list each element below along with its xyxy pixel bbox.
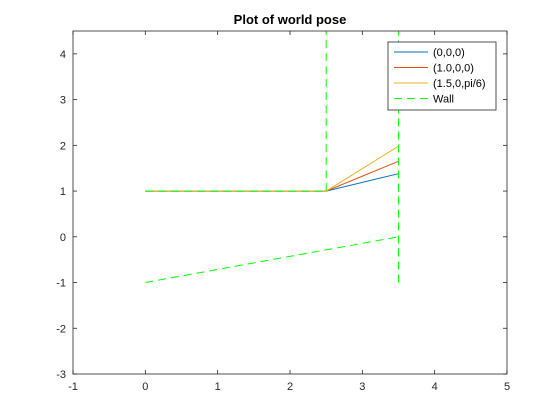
y-tick-label: 2 — [60, 140, 66, 152]
legend-label-3: Wall — [433, 94, 454, 106]
y-tick-label: 0 — [60, 232, 66, 244]
y-tick-label: 1 — [60, 186, 66, 198]
series-line-2 — [145, 145, 399, 192]
x-tick-label: 5 — [504, 381, 510, 393]
y-tick-label: 3 — [60, 95, 66, 107]
x-tick-label: 4 — [432, 381, 438, 393]
y-tick-label: -2 — [56, 323, 66, 335]
x-tick-label: 3 — [359, 381, 365, 393]
x-tick-label: -1 — [68, 381, 78, 393]
legend-box — [387, 41, 497, 111]
y-tick-label: 4 — [60, 49, 66, 61]
legend: (0,0,0) (1.0,0,0) (1.5,0,pi/6) Wall — [387, 41, 497, 111]
x-tick-label: 2 — [287, 381, 293, 393]
x-tick-label: 0 — [142, 381, 148, 393]
axes: -1 0 1 2 3 4 5 -3 -2 -1 0 1 2 3 4 — [56, 30, 510, 393]
legend-label-0: (0,0,0) — [433, 47, 465, 59]
legend-label-1: (1.0,0,0) — [433, 63, 474, 75]
y-tick-label: -3 — [56, 369, 66, 381]
legend-label-2: (1.5,0,pi/6) — [433, 78, 486, 90]
chart-title: Plot of world pose — [234, 12, 347, 27]
series-line-0 — [145, 173, 399, 192]
series-line-1 — [145, 160, 399, 192]
x-tick-label: 1 — [215, 381, 221, 393]
plot-area — [145, 31, 399, 283]
y-tick-label: -1 — [56, 278, 66, 290]
series-line-3-segment-2 — [145, 236, 399, 283]
